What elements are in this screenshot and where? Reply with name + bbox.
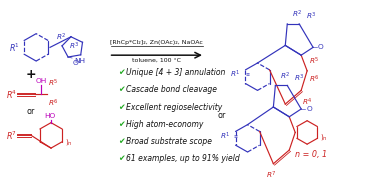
Text: +: + (26, 68, 37, 81)
Text: Cascade bond cleavage: Cascade bond cleavage (127, 85, 217, 94)
Text: Excellent regioselectivity: Excellent regioselectivity (127, 102, 223, 112)
Text: R$^5$: R$^5$ (309, 56, 319, 67)
Text: ✔: ✔ (119, 137, 125, 146)
Text: ✔: ✔ (119, 85, 125, 94)
Text: toluene, 100 °C: toluene, 100 °C (132, 58, 181, 63)
Text: or: or (218, 111, 226, 120)
Text: Unique [4 + 3] annulation: Unique [4 + 3] annulation (127, 68, 226, 77)
Text: R$^3$: R$^3$ (306, 11, 316, 22)
Text: OH: OH (36, 78, 47, 84)
Text: R$^4$: R$^4$ (6, 88, 17, 100)
Text: 61 examples, up to 91% yield: 61 examples, up to 91% yield (127, 154, 240, 163)
Text: HO: HO (44, 113, 56, 119)
Text: ✔: ✔ (119, 102, 125, 112)
Text: R$^3$: R$^3$ (69, 40, 79, 51)
Text: R$^1$: R$^1$ (9, 41, 19, 53)
Text: O: O (318, 44, 324, 50)
Text: Broad substrate scope: Broad substrate scope (127, 137, 212, 146)
Text: O: O (73, 60, 79, 66)
Text: R$^2$: R$^2$ (280, 70, 290, 82)
Text: R$^1$: R$^1$ (229, 69, 240, 80)
Text: R$^1$: R$^1$ (220, 131, 230, 142)
Text: R$^2$: R$^2$ (292, 9, 302, 20)
Text: NH: NH (74, 58, 85, 64)
Text: ✔: ✔ (119, 120, 125, 129)
Text: R$^2$: R$^2$ (56, 32, 66, 43)
Text: ≡: ≡ (246, 72, 250, 77)
Text: R$^7$: R$^7$ (266, 170, 276, 181)
Text: )$_n$: )$_n$ (320, 132, 328, 142)
Text: [RhCp*Cl₂]₂, Zn(OAc)₂, NaOAc: [RhCp*Cl₂]₂, Zn(OAc)₂, NaOAc (110, 40, 203, 45)
Text: R$^7$: R$^7$ (6, 129, 17, 142)
Text: ≡: ≡ (234, 134, 238, 139)
Text: n = 0, 1: n = 0, 1 (295, 150, 327, 159)
Text: )$_n$: )$_n$ (65, 137, 73, 147)
Text: R$^3$: R$^3$ (294, 72, 304, 84)
Text: O: O (306, 106, 312, 112)
Text: High atom-economy: High atom-economy (127, 120, 204, 129)
Text: ✔: ✔ (119, 154, 125, 163)
Text: R$^5$: R$^5$ (48, 78, 58, 89)
Text: or: or (27, 107, 36, 116)
Text: R$^4$: R$^4$ (302, 96, 312, 107)
Text: R$^6$: R$^6$ (309, 74, 319, 85)
Text: ✔: ✔ (119, 68, 125, 77)
Text: R$^6$: R$^6$ (48, 97, 58, 109)
